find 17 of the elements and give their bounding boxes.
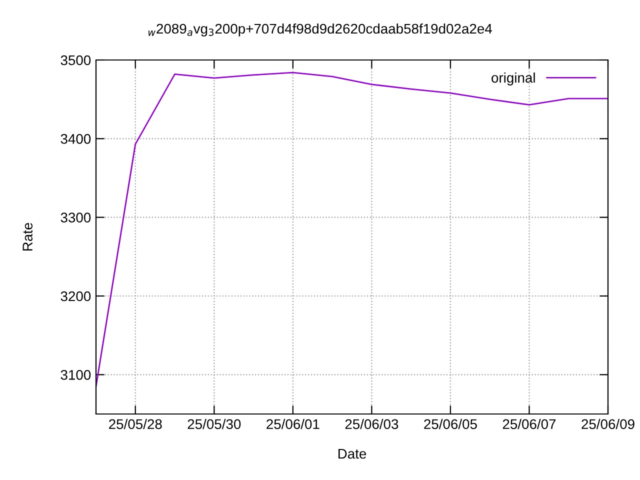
- x-tick-label: 25/05/28: [109, 418, 162, 430]
- x-tick-label: 25/06/09: [582, 418, 634, 430]
- y-tick-label: 3100: [60, 370, 91, 380]
- y-axis-title: Rate: [22, 222, 32, 251]
- x-tick-label: 25/06/07: [502, 418, 556, 430]
- x-tick-label: 25/06/01: [266, 418, 320, 430]
- x-axis-title: Date: [338, 448, 366, 459]
- chart-title: $_{w}$2089$_{a}$vg$_{3}$200p+707d4f98d9d2620cdaab58f19d02a2e4: [148, 23, 492, 36]
- y-tick-label: 3300: [60, 212, 91, 223]
- x-tick-label: 25/05/30: [188, 418, 241, 430]
- legend-label: original: [492, 72, 535, 86]
- line-series: [96, 72, 608, 388]
- y-tick-label: 3400: [60, 134, 91, 144]
- y-tick-label: 3200: [60, 291, 91, 302]
- x-tick-label: 25/06/03: [345, 418, 398, 430]
- x-tick-label: 25/06/05: [424, 418, 477, 430]
- y-tick-label: 3500: [60, 55, 91, 66]
